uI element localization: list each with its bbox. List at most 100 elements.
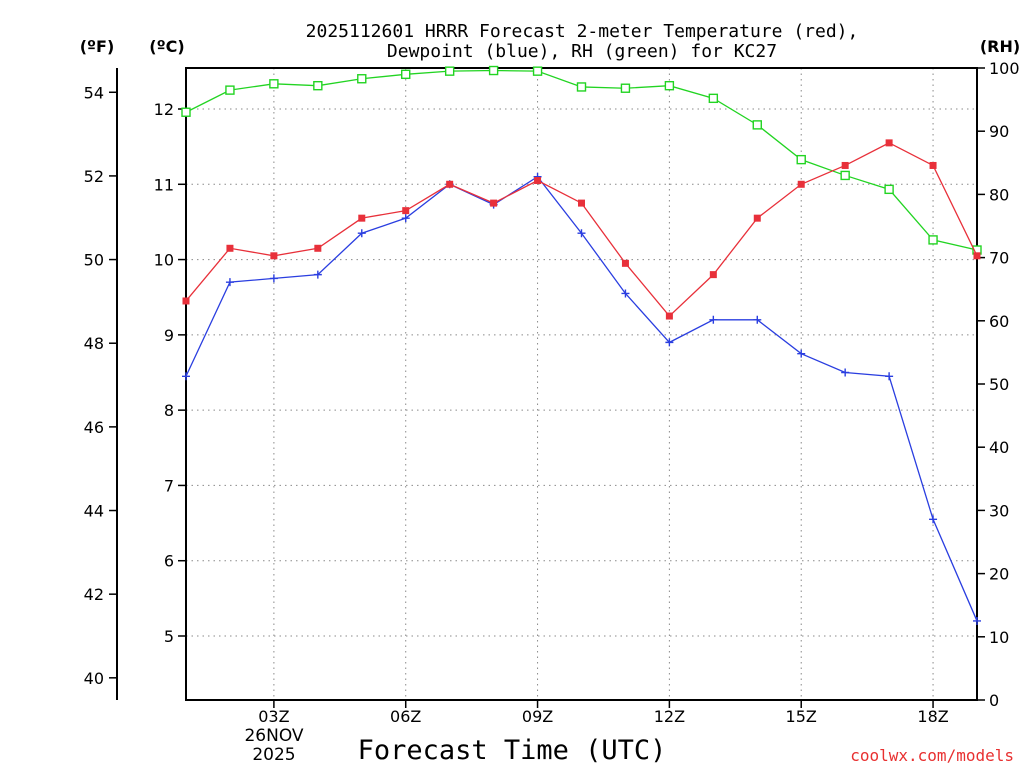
x-tick-label: 03Z xyxy=(258,707,289,726)
fahrenheit-tick-label: 50 xyxy=(84,251,104,270)
rh-tick-label: 20 xyxy=(989,565,1009,584)
fahrenheit-axis-ticks: 40 42 44 46 48 50 52 54 xyxy=(84,83,117,688)
temperature-point xyxy=(270,252,278,260)
celsius-tick-label: 5 xyxy=(164,627,174,646)
rh-point xyxy=(444,66,455,76)
temperature-point xyxy=(929,161,937,169)
temperature-point xyxy=(490,199,498,207)
celsius-axis-ticks: 5 6 7 8 9 10 11 12 xyxy=(154,100,186,646)
x-axis-title: Forecast Time (UTC) xyxy=(358,735,667,766)
rh-tick-label: 90 xyxy=(989,122,1009,141)
temperature-point xyxy=(797,180,805,188)
rh-axis-ticks: 0 10 20 30 40 50 60 70 80 90 100 xyxy=(977,59,1020,710)
rh-point xyxy=(928,235,938,245)
date-label-day: 26NOV xyxy=(244,726,303,746)
temperature-point xyxy=(885,139,893,147)
rh-tick-label: 0 xyxy=(989,691,999,710)
fahrenheit-tick-label: 54 xyxy=(84,83,104,102)
dewpoint-point xyxy=(929,515,938,524)
temperature-point xyxy=(665,312,673,320)
temperature-point xyxy=(973,252,981,260)
rh-point xyxy=(532,66,543,76)
chart-title-line-2: Dewpoint (blue), RH (green) for KC27 xyxy=(387,41,777,62)
rh-point xyxy=(401,69,411,80)
dewpoint-point xyxy=(401,214,410,223)
rh-tick-label: 50 xyxy=(989,375,1009,394)
rh-tick-label: 100 xyxy=(989,59,1020,78)
dewpoint-point xyxy=(885,372,894,381)
temperature-point xyxy=(358,214,366,222)
dewpoint-point xyxy=(225,278,234,287)
rh-point xyxy=(357,74,367,84)
dewpoint-point xyxy=(797,349,806,358)
rh-tick-label: 40 xyxy=(989,438,1009,457)
celsius-tick-label: 8 xyxy=(164,401,174,420)
rh-point xyxy=(708,93,719,104)
rh-tick-label: 60 xyxy=(989,312,1009,331)
rh-tick-label: 10 xyxy=(989,628,1009,647)
x-tick-label: 06Z xyxy=(390,707,421,726)
dewpoint-point xyxy=(709,315,718,324)
dewpoint-point xyxy=(269,274,278,283)
rh-line xyxy=(185,69,978,251)
rh-point xyxy=(269,79,279,89)
rh-point xyxy=(620,83,631,93)
temperature-point xyxy=(709,271,717,279)
rh-unit-label: (RH) xyxy=(980,37,1020,56)
x-tick-label: 12Z xyxy=(654,707,685,726)
dewpoint-point xyxy=(313,270,322,279)
celsius-tick-label: 6 xyxy=(164,552,174,571)
dewpoint-point xyxy=(973,616,981,625)
temperature-point xyxy=(182,297,190,305)
rh-tick-label: 30 xyxy=(989,501,1009,520)
celsius-tick-label: 9 xyxy=(164,326,174,345)
fahrenheit-tick-label: 44 xyxy=(84,502,104,521)
rh-point xyxy=(796,154,806,165)
dewpoint-point xyxy=(577,229,586,238)
dewpoint-point xyxy=(621,289,630,298)
rh-point xyxy=(488,65,499,76)
dewpoint-point xyxy=(753,315,762,324)
rh-point xyxy=(181,107,191,117)
fahrenheit-tick-label: 48 xyxy=(84,334,104,353)
dewpoint-point xyxy=(841,368,850,377)
fahrenheit-tick-label: 42 xyxy=(84,585,104,604)
celsius-tick-label: 7 xyxy=(164,476,174,495)
dewpoint-point xyxy=(182,372,190,381)
plot-frame xyxy=(185,67,978,701)
celsius-tick-label: 10 xyxy=(154,251,174,270)
rh-point xyxy=(752,120,762,130)
series-layer xyxy=(181,65,982,625)
credit-label: coolwx.com/models xyxy=(850,746,1014,765)
fahrenheit-tick-label: 46 xyxy=(84,418,104,437)
temperature-point xyxy=(402,207,410,215)
rh-tick-label: 80 xyxy=(989,185,1009,204)
temperature-point xyxy=(753,214,761,222)
rh-point xyxy=(664,80,675,91)
fahrenheit-tick-label: 52 xyxy=(84,167,104,186)
chart-title-line-1: 2025112601 HRRR Forecast 2-meter Tempera… xyxy=(306,21,859,42)
grid-lines xyxy=(186,68,977,700)
x-axis-ticks: 03Z 06Z 09Z 12Z 15Z 18Z xyxy=(258,700,949,726)
rh-point xyxy=(313,80,323,91)
temperature-point xyxy=(314,244,322,252)
temperature-point xyxy=(621,259,629,267)
x-tick-label: 18Z xyxy=(917,707,948,726)
rh-tick-label: 70 xyxy=(989,249,1009,268)
x-tick-label: 15Z xyxy=(786,707,817,726)
temperature-point xyxy=(226,244,234,252)
dewpoint-point xyxy=(665,338,674,347)
x-tick-label: 09Z xyxy=(522,707,553,726)
rh-point xyxy=(840,170,850,181)
temperature-point xyxy=(841,161,849,169)
celsius-tick-label: 11 xyxy=(154,175,174,194)
date-label-year: 2025 xyxy=(252,745,295,765)
celsius-unit-label: (ºC) xyxy=(149,37,184,56)
rh-point xyxy=(576,82,587,92)
dewpoint-point xyxy=(357,229,366,238)
rh-point xyxy=(884,184,894,195)
temperature-point xyxy=(446,180,454,188)
fahrenheit-unit-label: (ºF) xyxy=(80,37,115,56)
celsius-tick-label: 12 xyxy=(154,100,174,119)
